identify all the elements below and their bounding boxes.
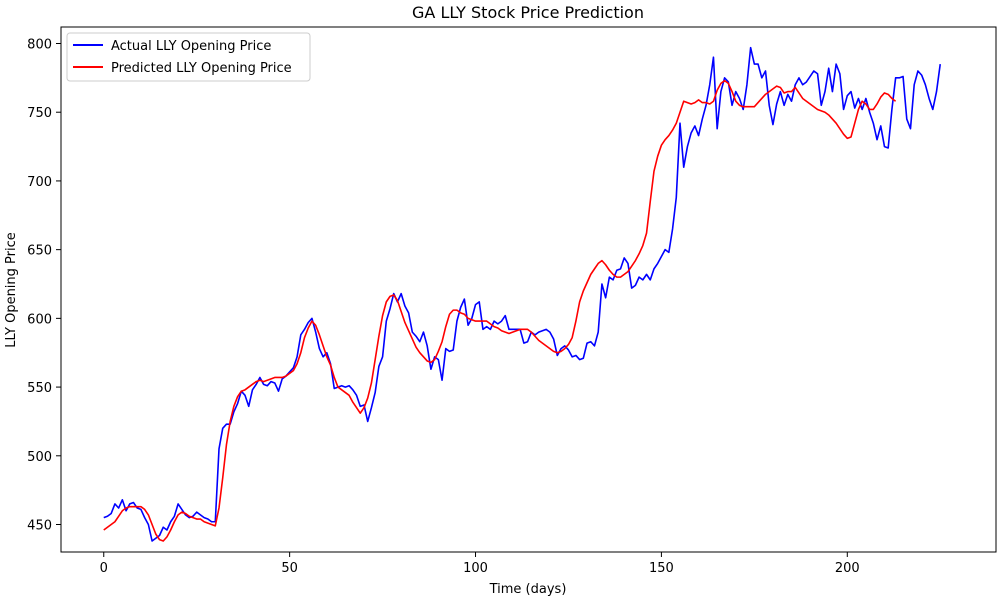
y-tick-label: 750	[27, 106, 52, 121]
x-tick-label: 150	[649, 561, 674, 576]
plot-frame	[60, 26, 997, 553]
legend-entry-predicted: Predicted LLY Opening Price	[111, 61, 292, 76]
plot-area	[61, 27, 996, 552]
legend-box	[66, 32, 311, 82]
legend-entry-actual: Actual LLY Opening Price	[111, 39, 271, 54]
y-tick-label: 800	[27, 37, 52, 52]
series-layer	[103, 46, 942, 542]
y-tick-label: 500	[27, 450, 52, 465]
x-tick-label: 100	[463, 561, 488, 576]
series-line-actual	[103, 46, 942, 542]
y-axis-label: LLY Opening Price	[4, 232, 19, 348]
x-tick-label: 0	[100, 561, 108, 576]
legend: Actual LLY Opening Price Predicted LLY O…	[66, 32, 311, 82]
x-axis: 0 50 100 150 200	[100, 552, 860, 576]
y-tick-label: 450	[27, 519, 52, 534]
series-line-predicted	[103, 79, 897, 542]
chart-title: GA LLY Stock Price Prediction	[412, 3, 644, 22]
y-tick-label: 700	[27, 175, 52, 190]
y-tick-label: 550	[27, 381, 52, 396]
x-tick-label: 200	[835, 561, 860, 576]
y-tick-label: 650	[27, 244, 52, 259]
y-tick-label: 600	[27, 312, 52, 327]
y-axis: 450 500 550 600 650 700 750 800	[27, 37, 61, 534]
x-axis-label: Time (days)	[489, 582, 567, 597]
x-tick-label: 50	[281, 561, 298, 576]
